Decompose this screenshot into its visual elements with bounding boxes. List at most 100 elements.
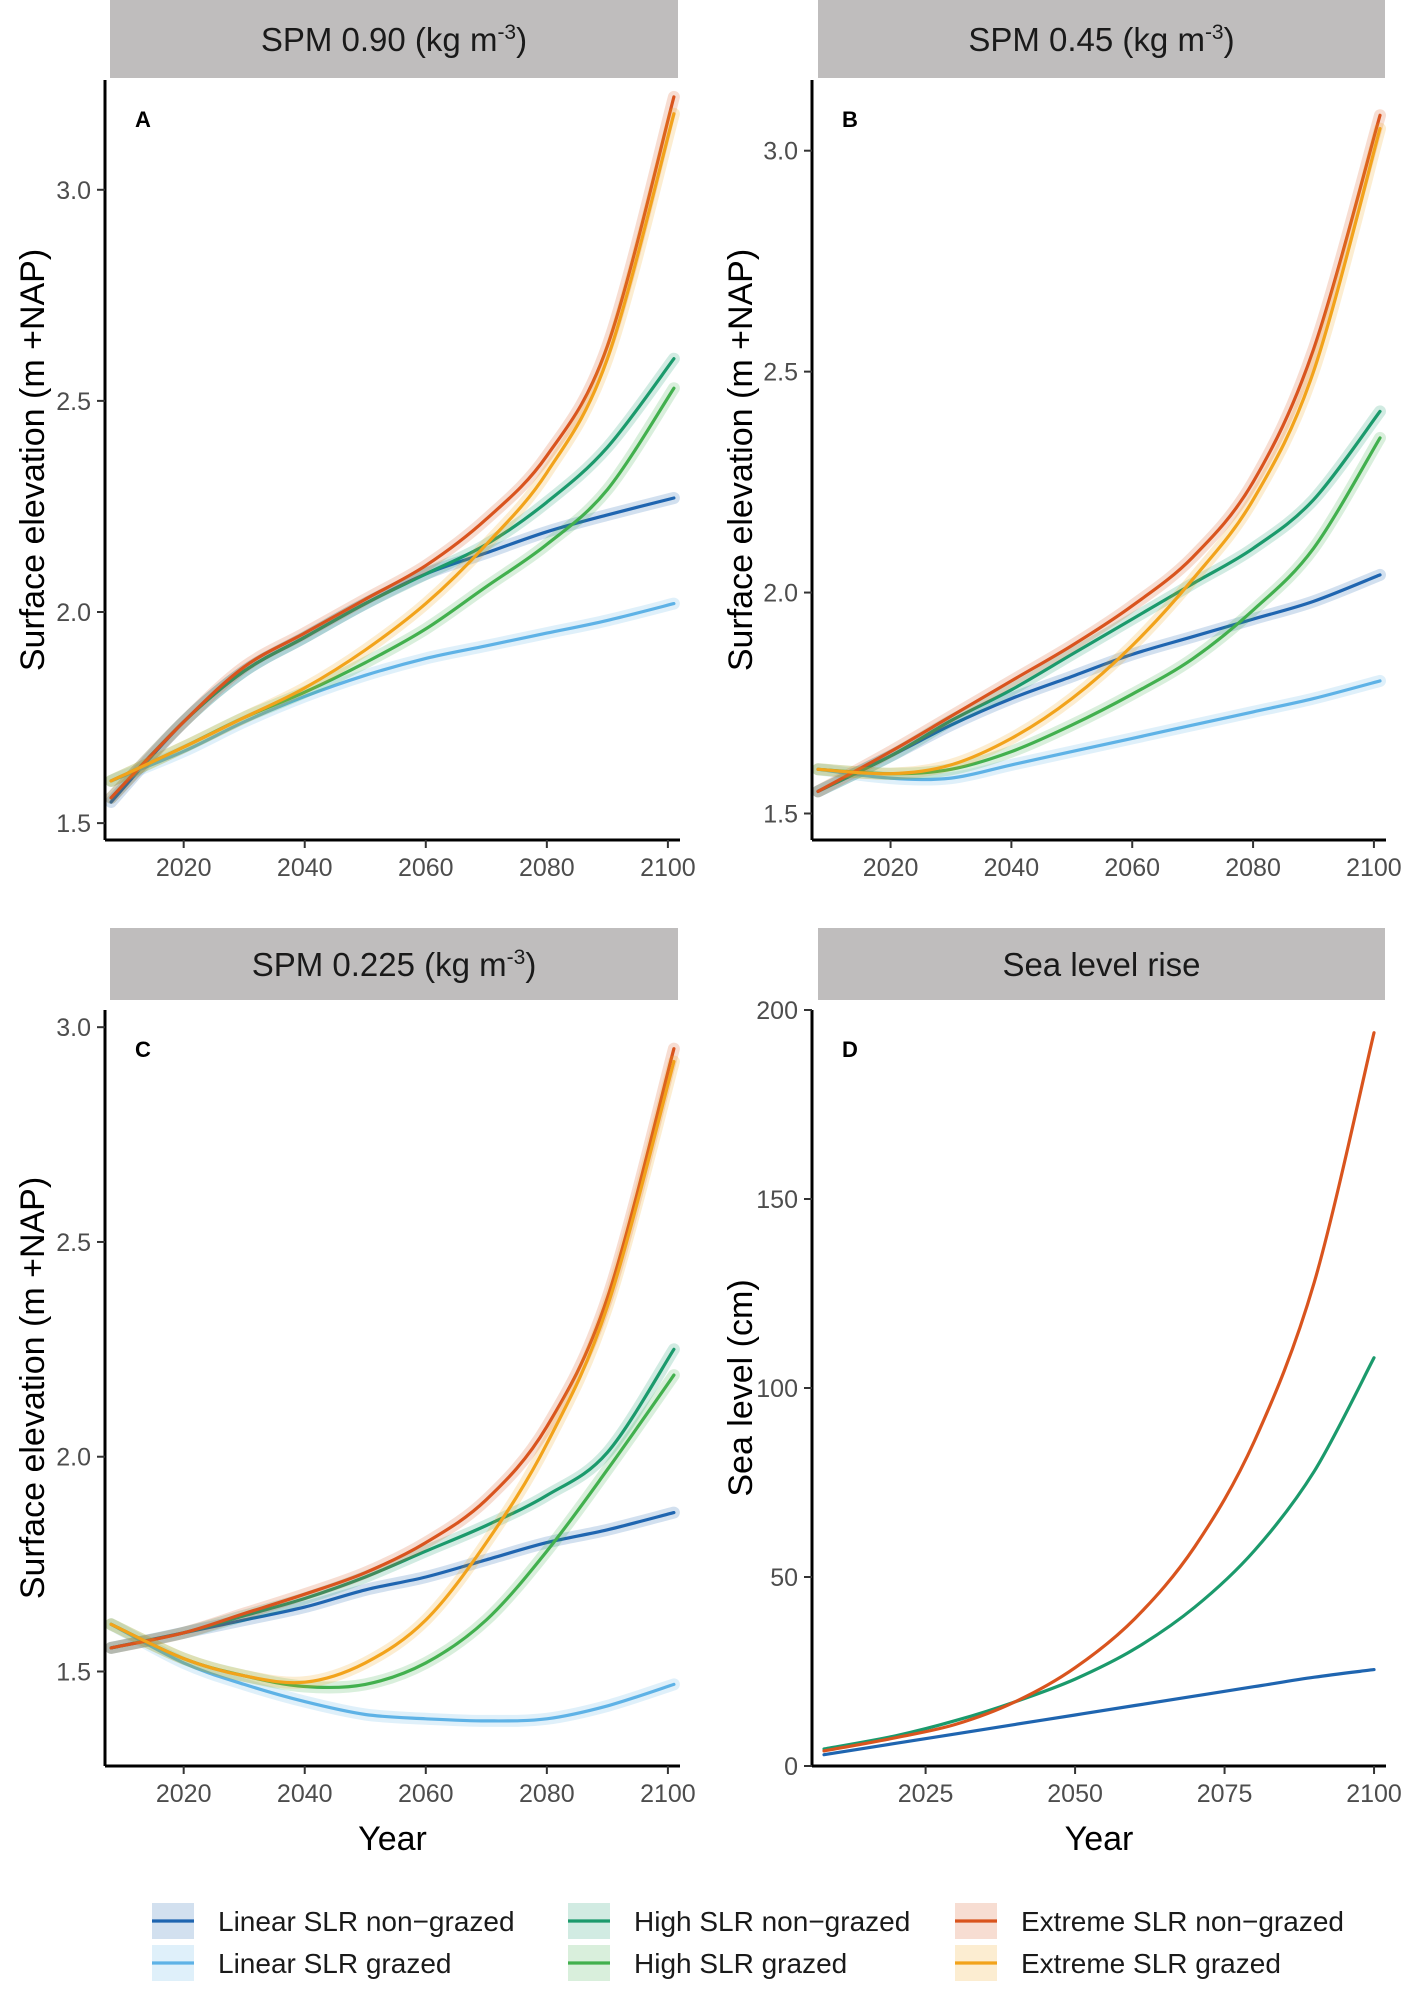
series-line: [109, 1059, 676, 1685]
panel-title-sup: -3: [1205, 21, 1224, 44]
y-tick-label: 150: [756, 1186, 798, 1214]
x-tick-label: 2100: [1346, 854, 1402, 882]
series-line: [822, 1356, 1376, 1751]
legend-label: Extreme SLR non−grazed: [1021, 1906, 1344, 1937]
x-tick-label: 2020: [156, 854, 212, 882]
panel-title: SPM 0.90 (kg m-3): [261, 21, 527, 58]
legend-item: Extreme SLR grazed: [955, 1945, 1281, 1981]
panel-title: SPM 0.45 (kg m-3): [968, 21, 1234, 58]
panel-d: Sea level rise D 0 50 100 150 200 2025 2050 2075 2…: [722, 928, 1402, 1858]
x-tick-label: 2080: [519, 854, 575, 882]
x-axis-title: Year: [1065, 1820, 1134, 1858]
x-tick-label: 2075: [1197, 1780, 1253, 1808]
panel-title-suffix: ): [525, 946, 536, 983]
legend-label: Extreme SLR grazed: [1021, 1948, 1281, 1979]
panel-a: SPM 0.90 (kg m-3) A 1.5 2.0 2.5 3.0 2020 2040 20…: [14, 0, 696, 882]
y-tick-label: 100: [756, 1375, 798, 1403]
legend-label: High SLR non−grazed: [634, 1906, 910, 1937]
y-tick-label: 2.5: [56, 1229, 91, 1257]
legend-item: High SLR grazed: [568, 1945, 847, 1981]
y-tick-label: 0: [784, 1753, 798, 1781]
panel-title-main: SPM 0.225 (kg m: [252, 946, 507, 983]
y-axis-title: Surface elevation (m +NAP): [14, 1177, 52, 1599]
panel-title-main: SPM 0.45 (kg m: [968, 21, 1205, 58]
y-tick-label: 3.0: [56, 1014, 91, 1042]
x-tick-label: 2100: [640, 1780, 696, 1808]
y-tick-label: 2.5: [56, 388, 91, 416]
panel-letter: A: [135, 107, 151, 132]
y-tick-label: 2.0: [763, 580, 798, 608]
panel-title-suffix: ): [1224, 21, 1235, 58]
x-tick-label: 2080: [1225, 854, 1281, 882]
legend-item: Linear SLR non−grazed: [152, 1903, 515, 1939]
legend-label: High SLR grazed: [634, 1948, 847, 1979]
panel-title-sup: -3: [507, 946, 526, 969]
legend-item: Extreme SLR non−grazed: [955, 1903, 1344, 1939]
series-line: [816, 127, 1382, 776]
x-tick-label: 2060: [398, 1780, 454, 1808]
series-line: [109, 602, 676, 783]
panel-strip: [818, 0, 1385, 78]
ribbon-1: [812, 674, 1386, 786]
legend-label: Linear SLR non−grazed: [218, 1906, 515, 1937]
y-axis-title: Sea level (cm): [722, 1279, 760, 1496]
x-tick-label: 2050: [1047, 1780, 1103, 1808]
x-axis-title: Year: [358, 1820, 427, 1858]
series-line: [109, 1047, 676, 1650]
series-line: [822, 1031, 1376, 1753]
panel-letter: C: [135, 1037, 151, 1062]
y-tick-label: 1.5: [56, 1659, 91, 1687]
panel-title: Sea level rise: [1002, 946, 1200, 983]
series-line: [822, 1668, 1376, 1757]
y-axis-title: Surface elevation (m +NAP): [14, 249, 52, 671]
legend-item: Linear SLR grazed: [152, 1945, 451, 1981]
x-tick-label: 2060: [398, 854, 454, 882]
legend: Linear SLR non−grazed Linear SLR grazed Hi…: [152, 1903, 1344, 1981]
x-tick-label: 2100: [1346, 1780, 1402, 1808]
ribbon-5: [105, 107, 680, 787]
series-line: [816, 679, 1382, 782]
series-line: [109, 1622, 676, 1723]
y-tick-label: 3.0: [763, 138, 798, 166]
panel-c: SPM 0.225 (kg m-3) C 1.5 2.0 2.5 3.0 2020 2040 2…: [14, 928, 696, 1858]
legend-label: Linear SLR grazed: [218, 1948, 451, 1979]
x-tick-label: 2040: [984, 854, 1040, 882]
x-tick-label: 2020: [156, 1780, 212, 1808]
panel-title-sup: -3: [497, 21, 516, 44]
series-line: [816, 409, 1382, 793]
panel-b: SPM 0.45 (kg m-3) B 1.5 2.0 2.5 3.0 2020 2040 20…: [722, 0, 1402, 882]
x-tick-label: 2100: [640, 854, 696, 882]
panel-letter: D: [842, 1037, 858, 1062]
y-tick-label: 2.5: [763, 359, 798, 387]
panel-title: SPM 0.225 (kg m-3): [252, 946, 537, 983]
series-line: [816, 113, 1382, 793]
y-tick-label: 50: [770, 1564, 798, 1592]
x-tick-label: 2020: [863, 854, 919, 882]
panel-strip: [110, 928, 678, 1000]
y-axis-title: Surface elevation (m +NAP): [722, 249, 760, 671]
series-line: [816, 436, 1382, 776]
ribbon-4: [105, 90, 680, 804]
series-line: [109, 112, 676, 783]
panel-title-main: Sea level rise: [1002, 946, 1200, 983]
y-tick-label: 1.5: [56, 810, 91, 838]
x-tick-label: 2060: [1104, 854, 1160, 882]
ribbon-4: [812, 109, 1386, 798]
legend-item: High SLR non−grazed: [568, 1903, 910, 1939]
y-tick-label: 3.0: [56, 177, 91, 205]
series-line: [109, 95, 676, 800]
y-tick-label: 200: [756, 997, 798, 1025]
y-tick-label: 1.5: [763, 800, 798, 828]
panel-title-main: SPM 0.90 (kg m: [261, 21, 498, 58]
panel-strip: [110, 0, 678, 78]
panel-strip: [818, 928, 1385, 1000]
x-tick-label: 2025: [898, 1780, 954, 1808]
y-tick-label: 2.0: [56, 599, 91, 627]
panel-title-suffix: ): [516, 21, 527, 58]
panel-letter: B: [842, 107, 858, 132]
y-tick-label: 2.0: [56, 1444, 91, 1472]
x-tick-label: 2040: [277, 854, 333, 882]
x-tick-label: 2040: [277, 1780, 333, 1808]
x-tick-label: 2080: [519, 1780, 575, 1808]
